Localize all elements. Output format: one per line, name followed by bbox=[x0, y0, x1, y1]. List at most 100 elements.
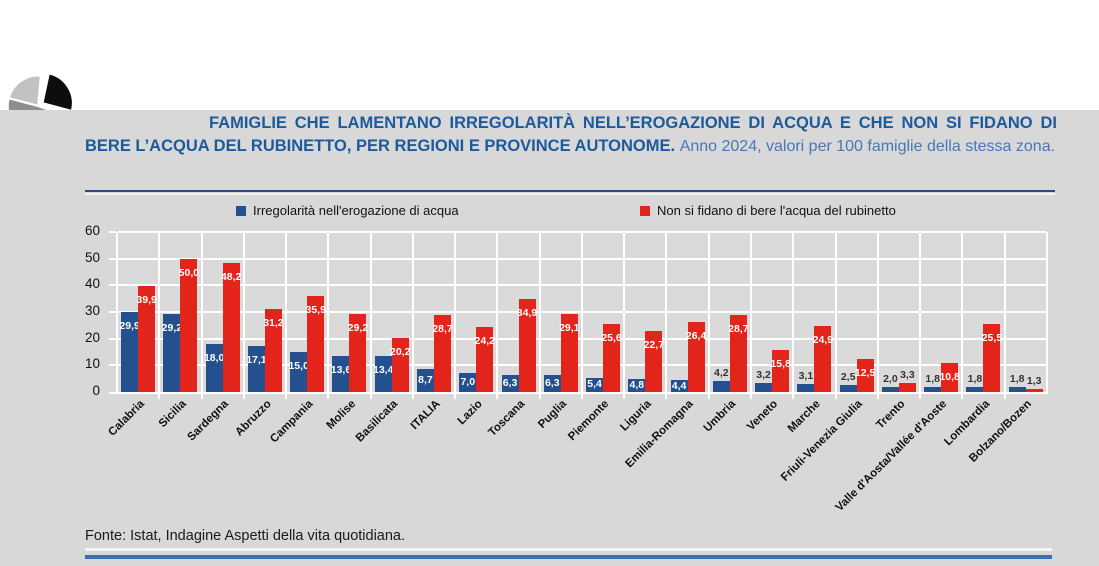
plot-area: 29,9 39,9 Calabria 29,2 50,0 Sicilia 18,0 48,2 S… bbox=[106, 231, 1048, 514]
bar-non-si-fidano: 29,2 bbox=[348, 314, 368, 392]
category-group: 1,8 1,3 Bolzano/Bozen bbox=[967, 232, 1046, 465]
bar-non-si-fidano: 10,8 bbox=[939, 363, 960, 392]
bar-value-label: 12,5 bbox=[854, 366, 876, 379]
bar-non-si-fidano: 35,9 bbox=[305, 296, 326, 392]
bar-irregolarita: 2,5 bbox=[839, 371, 857, 392]
bar-value-label: 15,0 bbox=[288, 360, 309, 372]
bar-non-si-fidano: 50,0 bbox=[179, 258, 199, 392]
category-group: 15,0 35,9 Campania bbox=[268, 232, 327, 445]
bar-value-label: 39,9 bbox=[136, 293, 157, 306]
bar-irregolarita: 13,4 bbox=[373, 356, 393, 392]
bar-value-label: 25,5 bbox=[981, 332, 1003, 344]
bar-irregolarita: 1,8 bbox=[924, 373, 942, 392]
bar-irregolarita: 4,8 bbox=[628, 379, 646, 392]
legend-swatch-icon bbox=[236, 205, 246, 216]
bar-value-label: 5,4 bbox=[587, 378, 602, 391]
bar-non-si-fidano: 39,9 bbox=[136, 285, 157, 392]
legend-item: Non si fidano di bere l'acqua del rubine… bbox=[640, 203, 896, 218]
legend-swatch-icon bbox=[640, 205, 650, 216]
bar-value-label: 28,7 bbox=[432, 323, 453, 336]
source-note: Fonte: Istat, Indagine Aspetti della vit… bbox=[85, 528, 406, 544]
bar-non-si-fidano: 3,3 bbox=[898, 369, 916, 392]
bar-irregolarita: 3,2 bbox=[755, 369, 773, 392]
bar-value-label: 29,2 bbox=[161, 322, 183, 335]
bar-non-si-fidano: 1,3 bbox=[1025, 375, 1043, 392]
bar-irregolarita: 13,6 bbox=[331, 355, 351, 392]
bar-irregolarita: 1,8 bbox=[1008, 373, 1026, 392]
y-axis-tick-label: 0 bbox=[92, 383, 100, 398]
y-axis-tick-label: 50 bbox=[84, 249, 100, 265]
bar-non-si-fidano: 20,2 bbox=[390, 338, 410, 392]
bar-irregolarita: 7,0 bbox=[459, 373, 477, 392]
bar-value-label: 1,3 bbox=[1026, 374, 1042, 387]
category-group: 13,6 29,2 Molise bbox=[324, 232, 369, 432]
bar-value-label: 1,8 bbox=[925, 373, 940, 386]
category-group: 6,3 34,9 Toscana bbox=[486, 232, 538, 439]
category-group: 4,2 28,7 Umbria bbox=[702, 232, 750, 435]
footer-rule-blue bbox=[85, 555, 1052, 559]
bar-irregolarita: 4,2 bbox=[712, 367, 730, 392]
bar-non-si-fidano: 24,2 bbox=[475, 327, 495, 392]
pie-slice-light bbox=[7, 74, 43, 108]
bar-value-label: 28,7 bbox=[728, 323, 749, 336]
bar-value-label: 1,8 bbox=[967, 373, 983, 386]
bar-irregolarita: 29,2 bbox=[162, 314, 182, 392]
bar-value-label: 15,8 bbox=[770, 357, 791, 370]
bar-irregolarita: 5,4 bbox=[586, 377, 604, 392]
legend-label: Irregolarità nell'erogazione di acqua bbox=[253, 203, 459, 218]
pie-slice-black bbox=[41, 71, 75, 113]
chart-title: FAMIGLIE CHE LAMENTANO IRREGOLARITÀ NELL… bbox=[85, 112, 1057, 158]
category-group: 13,4 20,2 Basilicata bbox=[354, 232, 412, 444]
chart-title-note: Anno 2024, valori per 100 famiglie della… bbox=[679, 138, 1056, 155]
category-group: 2,0 3,3 Trento bbox=[874, 232, 919, 431]
bar-value-label: 48,2 bbox=[220, 271, 242, 284]
title-underline bbox=[85, 190, 1055, 192]
bar-groups: 29,9 39,9 Calabria 29,2 50,0 Sicilia 18,0 48,2 S… bbox=[106, 232, 1046, 514]
bar-irregolarita: 8,7 bbox=[416, 368, 434, 392]
bar-non-si-fidano: 25,6 bbox=[601, 323, 622, 392]
bar-irregolarita: 29,9 bbox=[119, 312, 140, 392]
bar-non-si-fidano: 24,9 bbox=[813, 325, 833, 392]
chart-legend: Irregolarità nell'erogazione di acqua Non… bbox=[116, 203, 1044, 223]
bar-value-label: 29,1 bbox=[559, 322, 580, 335]
bar-value-label: 10,8 bbox=[939, 371, 960, 384]
chart-title-main: FAMIGLIE CHE LAMENTANO IRREGOLARITÀ NELL… bbox=[85, 114, 1057, 155]
bar-value-label: 3,1 bbox=[798, 369, 814, 382]
legend-item: Irregolarità nell'erogazione di acqua bbox=[236, 203, 459, 218]
bar-value-label: 50,0 bbox=[178, 266, 200, 279]
bar-non-si-fidano: 34,9 bbox=[517, 298, 537, 392]
bar-value-label: 20,2 bbox=[390, 346, 411, 359]
category-group: 18,0 48,2 Sardegna bbox=[186, 232, 243, 444]
bar-value-label: 18,0 bbox=[203, 352, 225, 364]
bar-non-si-fidano: 25,5 bbox=[982, 324, 1002, 392]
y-axis-tick-label: 30 bbox=[84, 303, 100, 318]
y-axis-tick-label: 60 bbox=[84, 223, 100, 238]
bar-irregolarita: 15,0 bbox=[288, 352, 309, 392]
bar-value-label: 2,0 bbox=[883, 372, 898, 385]
bar-value-label: 35,9 bbox=[305, 304, 326, 317]
bar-value-label: 7,0 bbox=[460, 376, 476, 389]
bar-irregolarita: 1,8 bbox=[966, 373, 984, 392]
bar-irregolarita: 17,1 bbox=[246, 346, 267, 392]
category-group: 1,8 25,5 Lombardia bbox=[942, 232, 1003, 448]
category-group: 1,8 10,8 Valle d'Aosta/Vallée d'Aoste bbox=[834, 232, 961, 514]
bar-non-si-fidano: 31,2 bbox=[263, 308, 284, 392]
bar-value-label: 8,7 bbox=[418, 373, 433, 386]
bar-value-label: 26,4 bbox=[685, 329, 707, 342]
title-underline-highlight bbox=[85, 193, 1055, 195]
bar-value-label: 13,4 bbox=[373, 364, 394, 377]
bar-value-label: 29,9 bbox=[119, 320, 140, 333]
bar-non-si-fidano: 28,7 bbox=[728, 315, 749, 392]
category-group: 29,9 39,9 Calabria bbox=[106, 232, 158, 439]
category-group: 4,8 22,7 Liguria bbox=[618, 232, 665, 434]
category-group: 17,1 31,2 Abruzzo bbox=[233, 232, 285, 439]
bar-value-label: 29,2 bbox=[347, 322, 369, 335]
bar-non-si-fidano: 29,1 bbox=[559, 314, 580, 392]
bar-irregolarita: 2,0 bbox=[881, 373, 899, 392]
category-group: 3,2 15,8 Veneto bbox=[745, 232, 792, 433]
bar-non-si-fidano: 12,5 bbox=[855, 358, 875, 392]
bar-value-label: 1,8 bbox=[1009, 373, 1025, 386]
bar-value-label: 4,2 bbox=[714, 366, 729, 379]
bar-irregolarita: 6,3 bbox=[543, 375, 561, 392]
